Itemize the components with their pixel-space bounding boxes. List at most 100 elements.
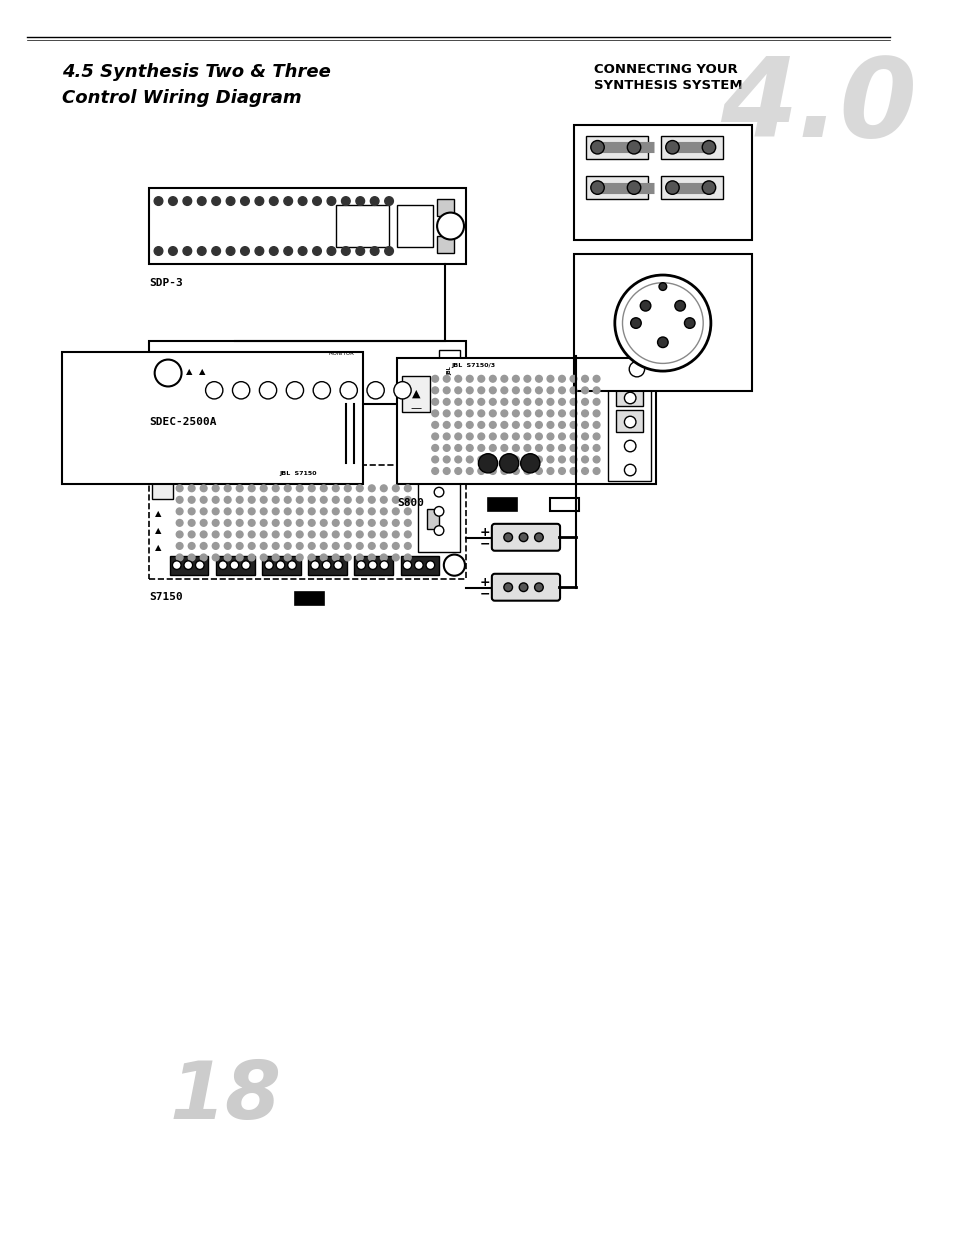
Circle shape <box>477 468 484 474</box>
Circle shape <box>546 387 554 394</box>
Circle shape <box>284 508 291 515</box>
Circle shape <box>558 387 565 394</box>
Bar <box>396 358 656 484</box>
Circle shape <box>455 445 461 451</box>
Circle shape <box>213 542 219 550</box>
Circle shape <box>327 247 335 256</box>
Circle shape <box>296 508 303 515</box>
Circle shape <box>512 410 518 416</box>
Bar <box>417 471 459 552</box>
Circle shape <box>213 520 219 526</box>
Bar <box>574 254 751 391</box>
Circle shape <box>320 496 327 503</box>
Text: −: − <box>479 537 490 551</box>
Circle shape <box>546 375 554 382</box>
Circle shape <box>558 445 565 451</box>
Circle shape <box>327 196 335 205</box>
Circle shape <box>224 520 231 526</box>
Circle shape <box>701 180 715 194</box>
Circle shape <box>534 583 542 592</box>
Circle shape <box>308 485 314 492</box>
Circle shape <box>154 196 163 205</box>
Circle shape <box>520 453 539 473</box>
Circle shape <box>443 375 450 382</box>
Bar <box>294 592 323 605</box>
Circle shape <box>614 275 710 370</box>
Circle shape <box>593 433 599 440</box>
Circle shape <box>477 453 497 473</box>
Circle shape <box>259 382 276 399</box>
Circle shape <box>466 410 473 416</box>
Bar <box>615 384 642 405</box>
Circle shape <box>455 375 461 382</box>
Circle shape <box>296 485 303 492</box>
Text: SDEC-2500A: SDEC-2500A <box>149 417 216 427</box>
Text: 4.0: 4.0 <box>720 53 917 161</box>
Circle shape <box>512 456 518 463</box>
Circle shape <box>489 410 496 416</box>
Circle shape <box>535 375 541 382</box>
Circle shape <box>581 456 588 463</box>
Circle shape <box>455 421 461 429</box>
Circle shape <box>248 555 254 561</box>
Circle shape <box>443 555 464 576</box>
Circle shape <box>240 247 249 256</box>
Bar <box>170 556 209 574</box>
Circle shape <box>546 421 554 429</box>
Text: SDP-3: SDP-3 <box>149 278 182 288</box>
Circle shape <box>296 531 303 537</box>
Circle shape <box>213 485 219 492</box>
Circle shape <box>639 300 650 311</box>
Circle shape <box>380 531 387 537</box>
Circle shape <box>402 561 411 569</box>
Circle shape <box>466 387 473 394</box>
Circle shape <box>477 387 484 394</box>
Circle shape <box>332 508 338 515</box>
Circle shape <box>426 561 435 569</box>
Bar <box>262 556 300 574</box>
Circle shape <box>380 542 387 550</box>
Circle shape <box>570 375 577 382</box>
Circle shape <box>370 196 378 205</box>
Circle shape <box>590 180 603 194</box>
Text: ▲: ▲ <box>186 367 193 375</box>
Text: ▲: ▲ <box>154 526 161 535</box>
Bar <box>149 188 465 264</box>
Circle shape <box>593 399 599 405</box>
Circle shape <box>581 433 588 440</box>
Circle shape <box>622 283 702 363</box>
Circle shape <box>284 196 293 205</box>
Circle shape <box>477 375 484 382</box>
Circle shape <box>518 583 527 592</box>
Circle shape <box>500 433 507 440</box>
Circle shape <box>581 375 588 382</box>
Circle shape <box>404 496 411 503</box>
Circle shape <box>213 531 219 537</box>
Circle shape <box>415 561 423 569</box>
Circle shape <box>535 421 541 429</box>
Circle shape <box>593 387 599 394</box>
Circle shape <box>322 561 331 569</box>
Circle shape <box>260 542 267 550</box>
Bar <box>438 350 459 398</box>
Bar <box>355 556 393 574</box>
Circle shape <box>380 520 387 526</box>
Circle shape <box>523 445 530 451</box>
Circle shape <box>176 508 183 515</box>
Circle shape <box>392 542 398 550</box>
Circle shape <box>284 555 291 561</box>
Circle shape <box>581 468 588 474</box>
Circle shape <box>500 468 507 474</box>
Circle shape <box>368 555 375 561</box>
Circle shape <box>284 485 291 492</box>
Circle shape <box>546 456 554 463</box>
Circle shape <box>512 468 518 474</box>
Circle shape <box>593 421 599 429</box>
Text: JBL  S7150/3: JBL S7150/3 <box>451 363 496 368</box>
Circle shape <box>200 542 207 550</box>
Circle shape <box>392 508 398 515</box>
Circle shape <box>272 520 279 526</box>
Circle shape <box>489 399 496 405</box>
Circle shape <box>212 247 220 256</box>
Circle shape <box>176 520 183 526</box>
